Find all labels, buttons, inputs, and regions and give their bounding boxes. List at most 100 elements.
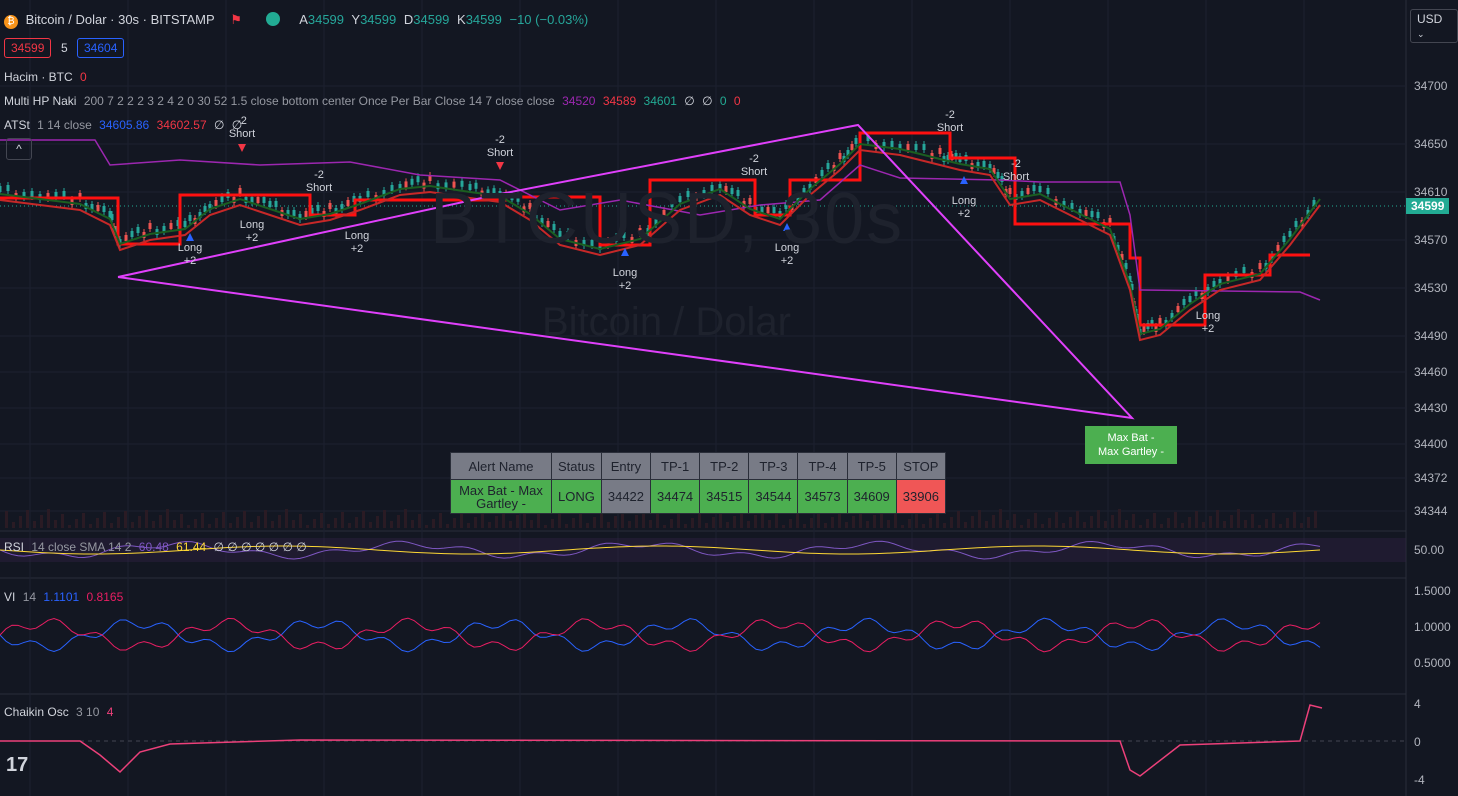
volume-bar xyxy=(922,524,925,528)
ohlc-y-label: Y xyxy=(351,12,361,27)
candle-body xyxy=(256,197,260,203)
volume-bar xyxy=(733,516,736,528)
volume-bar xyxy=(362,511,365,528)
volume-bar xyxy=(1118,509,1121,528)
candle-body xyxy=(598,244,602,250)
volume-bar xyxy=(173,520,176,528)
candle-body xyxy=(1090,211,1094,217)
chaikin-axis-1: 4 xyxy=(1414,697,1421,711)
volume-bar xyxy=(1167,518,1170,528)
volume-bar xyxy=(642,509,645,528)
tradingview-logo[interactable]: 17 xyxy=(6,754,29,776)
volume-bar xyxy=(299,514,302,528)
volume-bar xyxy=(313,519,316,528)
market-status-icon[interactable] xyxy=(265,12,280,26)
signal-line2: Short xyxy=(305,182,333,194)
header-status: Status xyxy=(551,452,602,480)
pattern-label-line2: Max Gartley - xyxy=(1097,446,1164,458)
purple-band-line xyxy=(0,139,1321,301)
multi-hp-v4: ∅ xyxy=(684,94,695,108)
volume-bar xyxy=(985,521,988,528)
candle-body xyxy=(90,204,94,210)
volume-bar xyxy=(1111,515,1114,528)
volume-bar xyxy=(285,509,288,528)
candle-body xyxy=(1212,281,1216,287)
candle-body xyxy=(702,190,706,196)
collapse-legend-button[interactable]: ^ xyxy=(6,138,32,160)
volume-bar xyxy=(1251,514,1254,528)
cell-alert-name: Max Bat - Max Gartley - xyxy=(450,479,552,514)
signal-line2: Short xyxy=(486,147,514,159)
candle-body xyxy=(1276,245,1280,251)
candle-body xyxy=(1128,276,1132,282)
cell-tp3: 34544 xyxy=(748,479,799,514)
candle-body xyxy=(992,168,996,174)
pattern-label-line1: Max Bat - xyxy=(1107,432,1155,444)
signal-line1: -2 xyxy=(1011,158,1021,170)
chevron-down-icon: ⌄ xyxy=(1417,29,1425,39)
volume-legend[interactable]: Hacim · BTC 0 xyxy=(4,70,91,84)
volume-bar xyxy=(180,514,183,528)
currency-select[interactable]: USD ⌄ xyxy=(1410,9,1458,43)
current-price-label: 34599 xyxy=(1406,198,1450,214)
multi-hp-legend[interactable]: Multi HP Naki 200 7 2 2 2 3 2 4 2 0 30 5… xyxy=(4,94,745,108)
candle-body xyxy=(826,163,830,169)
candle-body xyxy=(638,228,642,234)
rsi-legend[interactable]: RSI 14 close SMA 14 2 60.48 61.44 ∅ ∅ ∅ … xyxy=(4,540,311,554)
atst-params: 1 14 close xyxy=(37,118,92,132)
volume-bar xyxy=(103,512,106,528)
vi-axis-2: 1.0000 xyxy=(1414,620,1451,634)
candle-body xyxy=(316,205,320,211)
volume-bar xyxy=(789,519,792,528)
volume-bar xyxy=(1195,511,1198,528)
candle-body xyxy=(102,206,106,212)
atst-legend[interactable]: ATSt 1 14 close 34605.86 34602.57 ∅ ∅ xyxy=(4,118,246,132)
buy-button[interactable]: 34604 xyxy=(77,38,125,58)
volume-bar xyxy=(1230,515,1233,528)
volume-bar xyxy=(1160,524,1163,528)
candle-body xyxy=(1312,200,1316,206)
sell-button[interactable]: 34599 xyxy=(4,38,52,58)
candle-body xyxy=(850,144,854,150)
volume-bar xyxy=(1020,525,1023,528)
candle-body xyxy=(622,232,626,238)
candle-body xyxy=(1226,275,1230,281)
signal-arrow xyxy=(496,162,504,170)
volume-bar xyxy=(761,509,764,528)
candle-body xyxy=(736,190,740,196)
volume-bar xyxy=(1279,524,1282,528)
candle-body xyxy=(1182,299,1186,305)
volume-bar xyxy=(621,510,624,528)
candle-body xyxy=(1026,188,1030,194)
volume-bar xyxy=(775,514,778,528)
volume-bar xyxy=(950,517,953,528)
volume-bar xyxy=(1286,518,1289,528)
signal-line2: +2 xyxy=(1201,323,1215,335)
signal-line1: Long xyxy=(612,267,638,279)
volume-bar xyxy=(740,510,743,528)
multi-hp-v6: 0 xyxy=(719,94,727,108)
volume-bar xyxy=(1244,520,1247,528)
signal-label: Long +2 xyxy=(234,219,270,245)
volume-name: Hacim · BTC xyxy=(4,70,73,84)
volume-bar xyxy=(1307,517,1310,528)
volume-bar xyxy=(33,521,36,528)
volume-bar xyxy=(1132,514,1135,528)
chaikin-legend[interactable]: Chaikin Osc 3 10 4 xyxy=(4,705,117,719)
candle-body xyxy=(486,189,490,196)
volume-bar xyxy=(600,511,603,528)
signal-line2: +2 xyxy=(618,280,632,292)
signal-arrow xyxy=(621,248,629,256)
flag-icon[interactable]: ⚑ xyxy=(230,12,242,27)
candle-body xyxy=(808,184,812,190)
volume-value: 0 xyxy=(80,70,87,84)
volume-bar xyxy=(278,515,281,528)
symbol-title[interactable]: Bitcoin / Dolar · 30s · BITSTAMP xyxy=(25,12,215,27)
rsi-extra: ∅ ∅ ∅ ∅ ∅ ∅ ∅ xyxy=(213,540,307,554)
volume-bar xyxy=(145,510,148,528)
volume-bar xyxy=(726,522,729,528)
volume-bar xyxy=(677,513,680,528)
vi-legend[interactable]: VI 14 1.1101 0.8165 xyxy=(4,590,127,604)
candle-body xyxy=(854,138,858,144)
